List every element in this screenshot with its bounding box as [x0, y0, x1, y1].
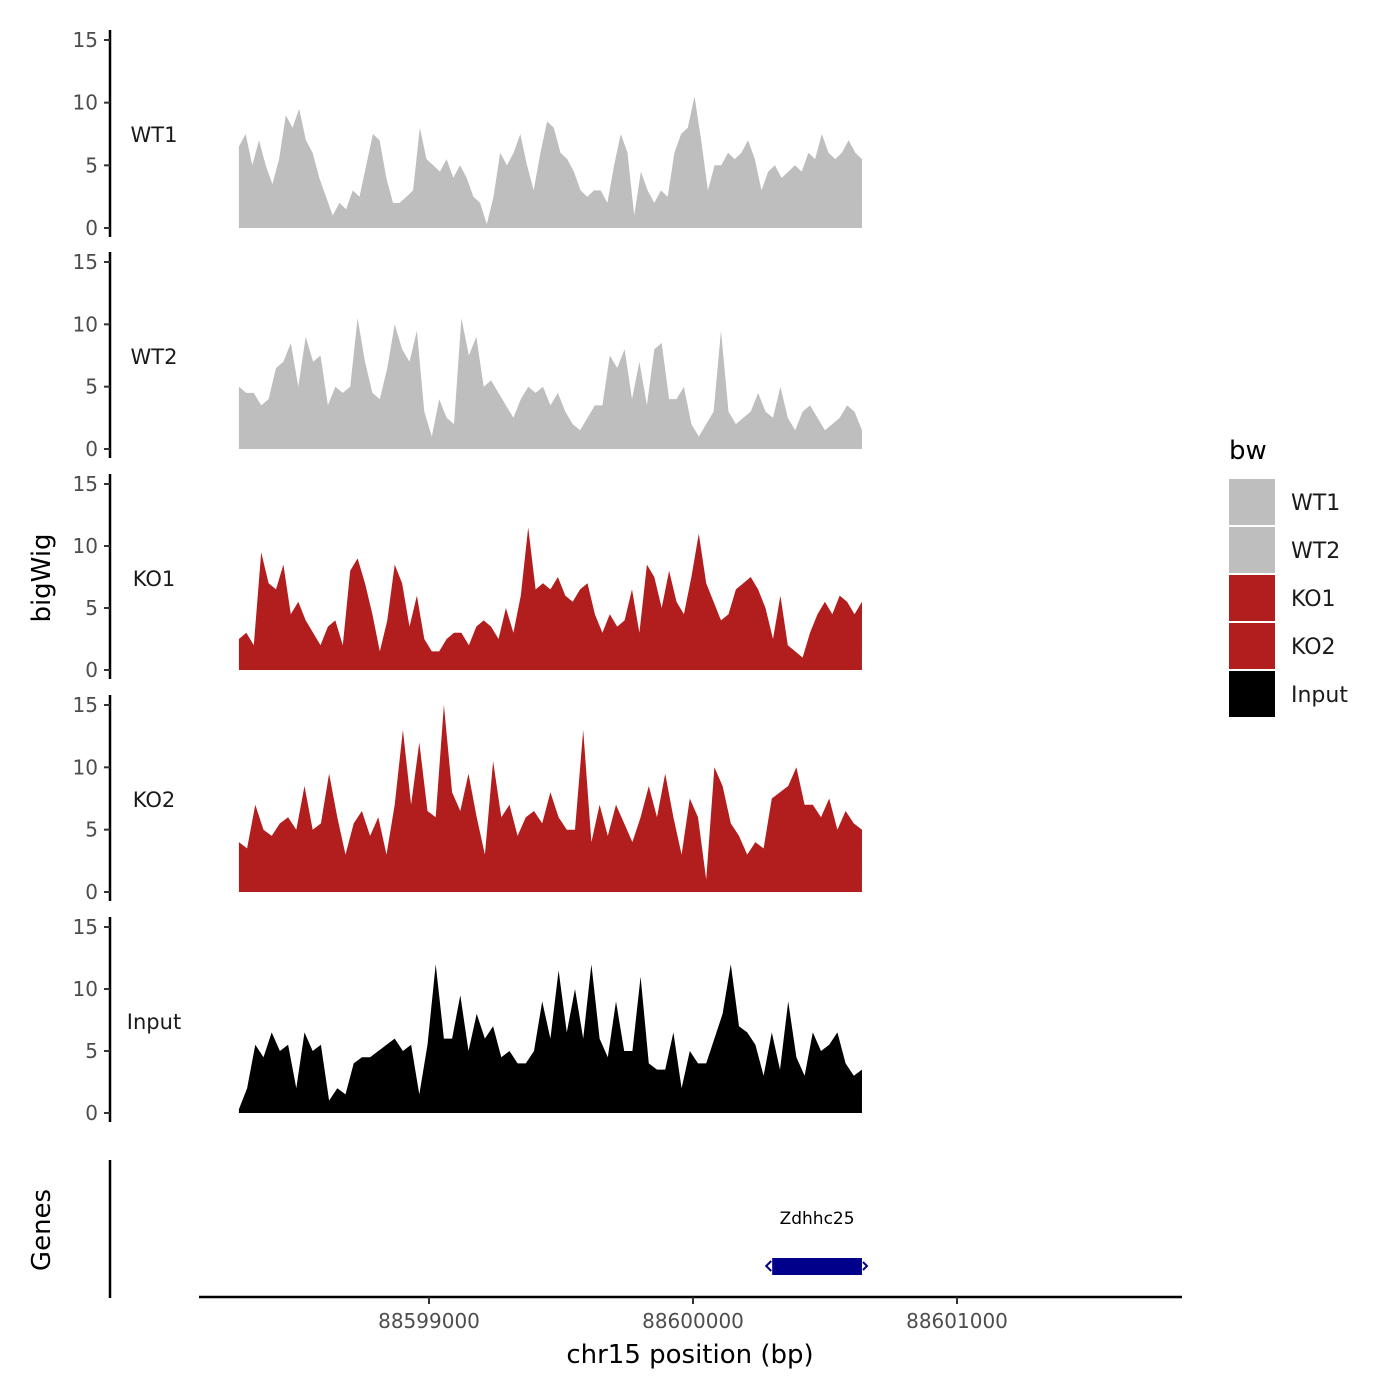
y-tick-label: 10 — [73, 312, 98, 336]
x-tick-label: 88600000 — [642, 1309, 744, 1333]
track-label-wt1: WT1 — [131, 123, 178, 147]
legend-item-ko1: KO1 — [1229, 575, 1336, 621]
legend-label: KO2 — [1291, 635, 1336, 660]
y-tick-label: 5 — [85, 596, 98, 620]
legend-swatch — [1229, 623, 1275, 669]
track-label-wt2: WT2 — [131, 345, 178, 369]
x-axis-title: chr15 position (bp) — [566, 1340, 813, 1370]
y-tick-label: 0 — [85, 437, 98, 461]
strand-arrow-icon — [862, 1261, 869, 1271]
legend-swatch — [1229, 671, 1275, 717]
y-tick-label: 0 — [85, 1101, 98, 1125]
y-tick-label: 10 — [73, 91, 98, 115]
area-wt1 — [238, 96, 862, 229]
area-ko2 — [238, 705, 862, 892]
legend-item-input: Input — [1229, 671, 1348, 717]
y-tick-label: 10 — [73, 534, 98, 558]
legend-label: KO1 — [1291, 587, 1336, 612]
area-ko1 — [238, 527, 862, 670]
y-tick-label: 10 — [73, 755, 98, 779]
track-wt2: 0 5 10 15 WT2 — [73, 250, 862, 461]
legend-swatch — [1229, 479, 1275, 525]
y-tick-label: 0 — [85, 880, 98, 904]
legend-label: WT1 — [1291, 491, 1340, 516]
gene-body — [772, 1258, 862, 1275]
legend: bw WT1 WT2 KO1 KO2 Input — [1229, 436, 1348, 717]
strand-arrow-icon — [764, 1260, 772, 1272]
track-label-ko1: KO1 — [133, 567, 176, 591]
y-tick-label: 10 — [73, 977, 98, 1001]
y-tick-label: 5 — [85, 153, 98, 177]
legend-item-ko2: KO2 — [1229, 623, 1336, 669]
y-tick-label: 0 — [85, 658, 98, 682]
x-tick-label: 88601000 — [906, 1309, 1008, 1333]
genes-axis-title: Genes — [27, 1189, 57, 1271]
track-label-input: Input — [127, 1010, 181, 1034]
bigwig-tracks: 0 5 10 15 WT1 0 5 10 15 WT2 0 5 10 15 KO1 0 5 10 15 KO2 0 5 10… — [73, 28, 862, 1125]
track-input: 0 5 10 15 Input — [73, 915, 862, 1125]
gene-label: Zdhhc25 — [780, 1209, 855, 1229]
y-tick-label: 15 — [73, 28, 98, 52]
y-tick-label: 15 — [73, 472, 98, 496]
legend-label: Input — [1291, 683, 1348, 708]
y-tick-label: 15 — [73, 915, 98, 939]
legend-item-wt2: WT2 — [1229, 527, 1340, 573]
legend-swatch — [1229, 527, 1275, 573]
legend-swatch — [1229, 575, 1275, 621]
y-tick-label: 0 — [85, 216, 98, 240]
gene-zdhhc25: Zdhhc25 — [764, 1209, 869, 1275]
track-ko1: 0 5 10 15 KO1 — [73, 472, 862, 682]
y-tick-label: 5 — [85, 375, 98, 399]
y-axis-title: bigWig — [27, 533, 57, 622]
track-wt1: 0 5 10 15 WT1 — [73, 28, 862, 240]
track-label-ko2: KO2 — [133, 788, 176, 812]
area-wt2 — [238, 318, 862, 449]
y-tick-label: 5 — [85, 818, 98, 842]
x-tick-label: 88599000 — [378, 1309, 480, 1333]
legend-item-wt1: WT1 — [1229, 479, 1340, 525]
y-tick-label: 15 — [73, 693, 98, 717]
legend-label: WT2 — [1291, 539, 1340, 564]
track-ko2: 0 5 10 15 KO2 — [73, 693, 862, 904]
y-tick-label: 5 — [85, 1039, 98, 1063]
area-input — [238, 964, 862, 1113]
y-tick-label: 15 — [73, 250, 98, 274]
legend-title: bw — [1229, 436, 1267, 466]
genes-panel: Zdhhc25 — [108, 1160, 869, 1298]
x-axis: 88599000 88600000 88601000 — [199, 1295, 1182, 1333]
